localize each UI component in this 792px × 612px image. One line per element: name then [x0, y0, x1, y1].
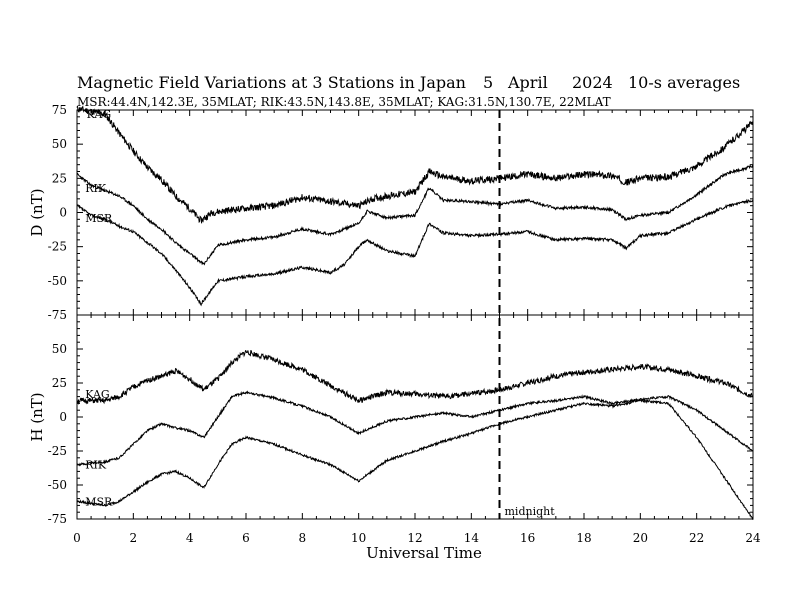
y-tick-label-H: -25 — [48, 444, 67, 458]
midnight-label: midnight — [505, 505, 556, 518]
stations-subtitle: MSR:44.4N,142.3E, 35MLAT; RIK:43.5N,143.… — [77, 95, 611, 109]
series-line-D-MSR — [76, 198, 754, 307]
y-tick-label-D: 50 — [52, 137, 67, 151]
y-tick-label-H: 25 — [52, 376, 67, 390]
x-tick-label: 18 — [576, 531, 591, 545]
x-tick-label: 0 — [73, 531, 81, 545]
x-tick-label: 2 — [130, 531, 138, 545]
date-day: 5 — [483, 73, 493, 92]
y-tick-label-D: 0 — [59, 206, 67, 220]
series-label-D-MSR: MSR — [85, 212, 113, 225]
series-line-H-KAG — [76, 349, 754, 405]
series-line-H-MSR — [76, 398, 754, 521]
series-label-D-RIK: RIK — [85, 182, 107, 195]
series-line-H-RIK — [76, 390, 754, 467]
y-axis-label-H: H (nT) — [28, 392, 46, 441]
y-tick-label-H: -50 — [48, 478, 67, 492]
y-tick-label-D: 75 — [52, 103, 67, 117]
plot-area: 75 50 25 0 -25 -50 -75 D (nT) KAG RIK MSR 50 25 0 -25 -… — [28, 103, 761, 545]
x-tick-label: 14 — [464, 531, 480, 545]
y-tick-label-H: 50 — [52, 342, 67, 356]
x-tick-label: 4 — [186, 531, 194, 545]
x-tick-label: 22 — [689, 531, 704, 545]
panel-frame-D — [76, 109, 754, 316]
x-axis-label: Universal Time — [366, 544, 482, 562]
series-label-H-MSR: MSR — [85, 495, 113, 508]
averaging-label: 10-s averages — [628, 73, 740, 92]
x-tick-label: 16 — [520, 531, 535, 545]
y-tick-label-H: 0 — [59, 410, 67, 424]
x-tick-label: 12 — [407, 531, 422, 545]
date-year: 2024 — [572, 73, 613, 92]
x-tick-label: 10 — [351, 531, 366, 545]
y-tick-label-D: -25 — [48, 240, 67, 254]
y-axis-label-D: D (nT) — [28, 188, 46, 236]
series-label-H-KAG: KAG — [85, 388, 110, 401]
x-tick-label: 24 — [745, 531, 761, 545]
y-tick-label-D: -50 — [48, 274, 67, 288]
date-month: April — [507, 73, 548, 92]
y-tick-label-D: -75 — [48, 308, 67, 322]
y-tick-label-D: 25 — [52, 171, 67, 185]
series-line-D-KAG — [76, 105, 754, 224]
chart-title: Magnetic Field Variations at 3 Stations … — [77, 73, 466, 92]
y-tick-label-H: -75 — [48, 512, 67, 526]
series-label-D-KAG: KAG — [87, 108, 112, 121]
x-tick-label: 20 — [633, 531, 648, 545]
x-tick-label: 6 — [242, 531, 250, 545]
x-tick-label: 8 — [299, 531, 307, 545]
series-label-H-RIK: RIK — [85, 459, 107, 472]
series-line-D-RIK — [76, 163, 754, 266]
